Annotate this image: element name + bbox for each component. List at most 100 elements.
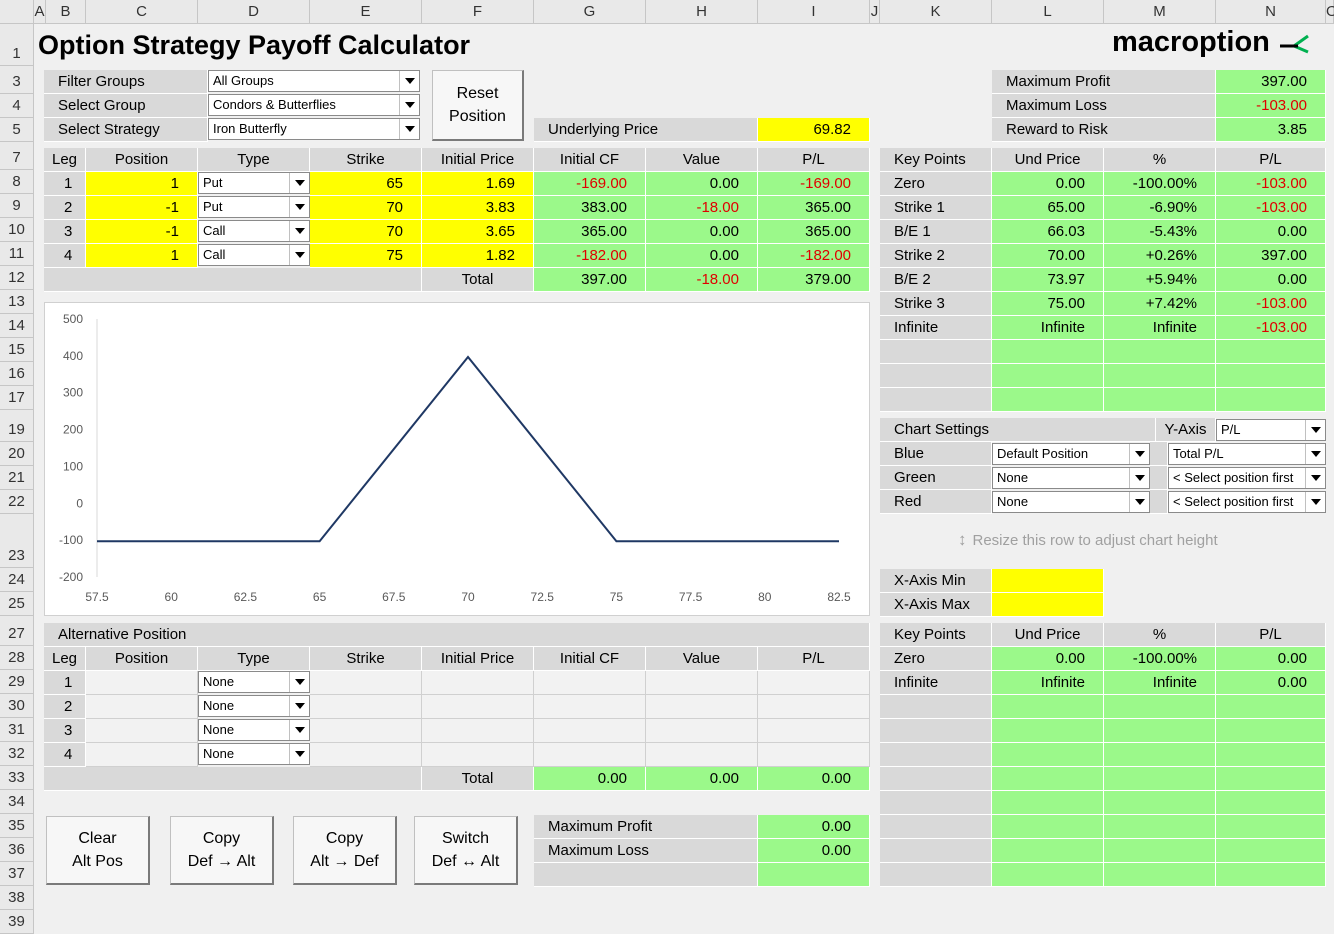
alt-leg-strike-input[interactable] [310,743,422,767]
chevron-down-icon[interactable] [289,744,309,764]
alt-leg-position-input[interactable] [86,671,198,695]
chevron-down-icon[interactable] [1305,492,1325,512]
leg-price-input[interactable]: 1.69 [422,172,534,196]
chart-series-position-dropdown[interactable]: Default Position [992,443,1150,465]
alt-leg-type-dropdown[interactable]: None [198,743,310,765]
alt-leg-strike-input[interactable] [310,671,422,695]
leg-type-dropdown[interactable]: Put [198,172,310,194]
key-point-price [992,767,1104,791]
alt-max-loss-label: Maximum Loss [534,839,758,863]
leg-strike-input[interactable]: 70 [310,220,422,244]
underlying-price-input[interactable]: 69.82 [758,118,870,142]
alt-leg-price-input[interactable] [422,743,534,767]
alt-leg-strike-input[interactable] [310,719,422,743]
key-point-pl [1216,815,1326,839]
chevron-down-icon[interactable] [289,720,309,740]
alt-leg-initial-cf [534,695,646,719]
alt-leg-position-input[interactable] [86,695,198,719]
alt-leg-position-input[interactable] [86,743,198,767]
chevron-down-icon[interactable] [289,197,309,217]
leg-position-input[interactable]: 1 [86,244,198,268]
x-tick-label: 57.5 [85,590,109,604]
copy-def-to-alt-button[interactable]: Copy Def → Alt [170,816,274,885]
summary-value: 397.00 [1216,70,1326,94]
key-point-pct [1104,815,1216,839]
leg-position-input[interactable]: 1 [86,172,198,196]
key-point-pct: -5.43% [1104,220,1216,244]
chart-series-position-value: Default Position [997,446,1089,461]
xaxis-min-input[interactable] [992,569,1104,593]
leg-strike-input[interactable]: 70 [310,196,422,220]
xaxis-max-input[interactable] [992,593,1104,617]
chevron-down-icon[interactable] [399,119,419,139]
alt-leg-price-input[interactable] [422,695,534,719]
chart-series-value-dropdown[interactable]: < Select position first [1168,467,1326,489]
key-points-header-cell: Und Price [992,623,1104,647]
alt-leg-value [646,695,758,719]
select-strategy-dropdown[interactable]: Iron Butterfly [208,118,420,140]
chevron-down-icon[interactable] [1129,444,1149,464]
chevron-down-icon[interactable] [289,221,309,241]
alt-header-cell: Initial Price [422,647,534,671]
row-header: 39 [0,910,34,934]
select-group-dropdown[interactable]: Condors & Butterflies [208,94,420,116]
leg-price-input[interactable]: 3.65 [422,220,534,244]
alt-leg-type-dropdown[interactable]: None [198,671,310,693]
chevron-down-icon[interactable] [1305,420,1325,440]
leg-position-input[interactable]: -1 [86,196,198,220]
key-point-name [880,364,992,388]
x-tick-label: 72.5 [531,590,555,604]
key-point-name [880,863,992,887]
chevron-down-icon[interactable] [1129,492,1149,512]
row-header: 19 [0,410,34,442]
switch-def-alt-button[interactable]: Switch Def ↔ Alt [414,816,518,885]
yaxis-dropdown[interactable]: P/L [1216,419,1326,441]
chevron-down-icon[interactable] [399,71,419,91]
alt-leg-type-dropdown[interactable]: None [198,695,310,717]
key-point-pct: -6.90% [1104,196,1216,220]
legs-header-cell: Value [646,148,758,172]
clear-alt-pos-button[interactable]: Clear Alt Pos [46,816,150,885]
chevron-down-icon[interactable] [1305,468,1325,488]
alt-leg-strike-input[interactable] [310,695,422,719]
filter-groups-dropdown[interactable]: All Groups [208,70,420,92]
chevron-down-icon[interactable] [289,245,309,265]
leg-strike-input[interactable]: 65 [310,172,422,196]
leg-price-input[interactable]: 3.83 [422,196,534,220]
leg-type-dropdown[interactable]: Call [198,244,310,266]
alt-leg-value [646,671,758,695]
chart-series-position-dropdown[interactable]: None [992,491,1150,513]
key-point-price [992,695,1104,719]
alt-leg-price-input[interactable] [422,719,534,743]
alt-leg-position-input[interactable] [86,719,198,743]
chevron-down-icon[interactable] [399,95,419,115]
leg-position-input[interactable]: -1 [86,220,198,244]
key-point-pct: Infinite [1104,316,1216,340]
chart-series-value-dropdown[interactable]: < Select position first [1168,491,1326,513]
leg-price-input[interactable]: 1.82 [422,244,534,268]
chart-settings-gap [1150,442,1168,466]
key-point-pl: 0.00 [1216,647,1326,671]
leg-strike-input[interactable]: 75 [310,244,422,268]
chevron-down-icon[interactable] [289,173,309,193]
leg-initial-cf: -182.00 [534,244,646,268]
chart-series-position-dropdown[interactable]: None [992,467,1150,489]
alt-leg-type-dropdown[interactable]: None [198,719,310,741]
chevron-down-icon[interactable] [289,672,309,692]
underlying-price-label: Underlying Price [534,118,758,142]
chevron-down-icon[interactable] [1305,444,1325,464]
chart-series-value-dropdown[interactable]: Total P/L [1168,443,1326,465]
leg-value: 0.00 [646,172,758,196]
alt-leg-initial-cf [534,719,646,743]
yaxis-label: Y-Axis [1156,418,1216,442]
key-point-name: B/E 1 [880,220,992,244]
key-point-pct [1104,791,1216,815]
chevron-down-icon[interactable] [289,696,309,716]
leg-type-dropdown[interactable]: Call [198,220,310,242]
leg-type-dropdown[interactable]: Put [198,196,310,218]
copy-alt-to-def-button[interactable]: Copy Alt → Def [293,816,397,885]
reset-position-button[interactable]: Reset Position [432,70,524,141]
alt-leg-price-input[interactable] [422,671,534,695]
chevron-down-icon[interactable] [1129,468,1149,488]
row-header: 3 [0,66,34,94]
